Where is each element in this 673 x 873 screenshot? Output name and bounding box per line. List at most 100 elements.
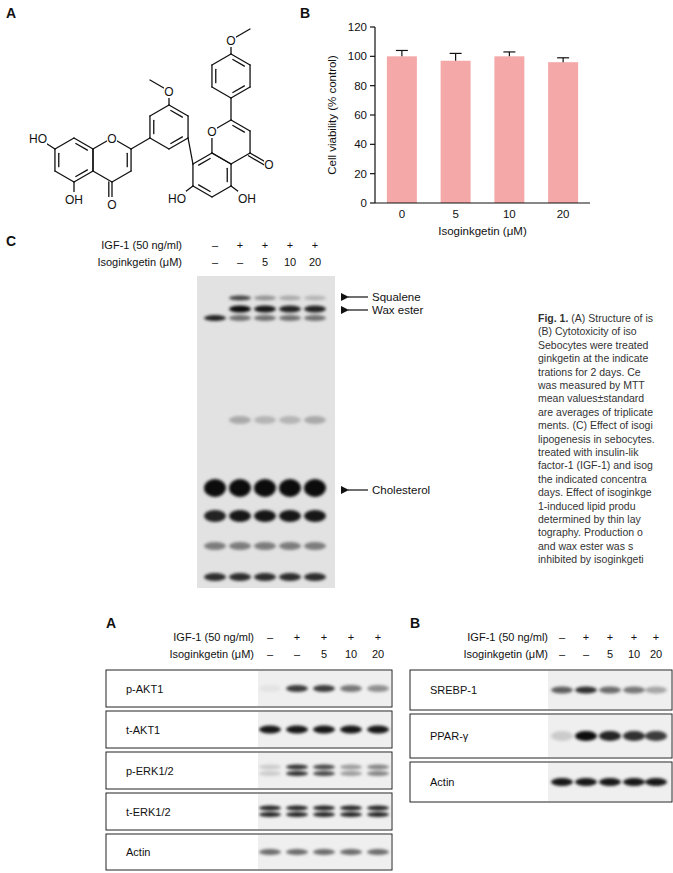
blot-band: [623, 731, 645, 741]
blot-band: [367, 806, 389, 811]
caption-line: are averages of triplicate: [538, 406, 653, 418]
tlc-band: [279, 542, 301, 550]
treatment-value: 20: [372, 648, 384, 660]
bond: [55, 171, 74, 182]
panel-label: A: [6, 5, 16, 21]
blot-bands: [259, 685, 389, 692]
caption-line: ments. (C) Effect of isogi: [538, 419, 653, 431]
treatment-value: +: [287, 239, 293, 251]
x-axis: [375, 202, 590, 203]
double-bond: [199, 185, 211, 192]
tlc-band: [304, 306, 326, 313]
caption-line: was measured by MTT: [537, 379, 645, 391]
bond: [54, 149, 55, 171]
blot-band: [551, 687, 573, 694]
blot-band: [286, 765, 308, 770]
blot-band: [259, 812, 281, 817]
blot-band: [367, 765, 389, 770]
error-bar: [503, 52, 515, 56]
blot-strip: [258, 712, 391, 747]
blot-row-frame: [106, 670, 392, 707]
tlc-band: [279, 510, 301, 522]
atom-background: [226, 33, 236, 47]
blot-band-group: [259, 685, 389, 692]
tlc-band: [229, 296, 251, 301]
double-bond: [127, 153, 128, 166]
blot-row-frame: [106, 752, 392, 789]
caption-line: and wax ester was s: [538, 540, 633, 552]
chemical-structure: [38, 29, 269, 204]
treatment-value: 5: [321, 648, 327, 660]
bond: [230, 98, 231, 120]
tlc-band: [204, 542, 226, 550]
atom-background: [29, 131, 47, 145]
error-bar-cap: [557, 57, 569, 58]
tlc-band: [279, 416, 301, 424]
treatment-value: –: [559, 648, 566, 660]
error-bar-stem: [509, 52, 510, 56]
panel-label: B: [300, 5, 310, 21]
blot-band: [367, 812, 389, 817]
treatment-value: +: [262, 239, 268, 251]
treatment-value: –: [212, 256, 219, 268]
treatment-label: IGF-1 (50 ng/ml): [173, 631, 254, 643]
blot-band: [286, 812, 308, 817]
tlc-band: [204, 573, 226, 581]
blot-row-frame: [410, 714, 672, 758]
caption-line: Fig. 1.(A) Structure of is: [538, 312, 653, 324]
blot-row-label: Actin: [430, 776, 454, 788]
bar: [387, 56, 417, 203]
tlc-band: [229, 306, 251, 313]
bond: [212, 186, 231, 197]
double-bond: [233, 59, 245, 66]
blot-band: [286, 726, 308, 734]
tlc-band: [254, 479, 276, 497]
y-tick: [370, 144, 375, 145]
double-bond: [171, 110, 183, 117]
blot-band: [340, 726, 362, 734]
tlc-band: [254, 315, 276, 321]
blot-band: [340, 771, 362, 776]
atom-label: OH: [65, 193, 83, 207]
atom-background: [168, 191, 186, 205]
blot-band-group: [551, 778, 667, 786]
atom-label: O: [207, 125, 216, 139]
bond: [93, 171, 112, 182]
double-bond: [199, 158, 211, 165]
treatment-value: –: [559, 631, 566, 643]
caption-line: mean values±standard: [538, 392, 644, 404]
bond: [149, 116, 150, 138]
treatment-value: +: [321, 631, 327, 643]
caption-line: trations for 2 days. Ce: [538, 366, 641, 378]
background: [0, 0, 673, 873]
blot-band: [313, 726, 335, 734]
x-tick-label: 10: [503, 208, 516, 220]
atom-background: [107, 131, 117, 145]
x-tick-label: 20: [557, 208, 570, 220]
blot-row-label: p-ERK1/2: [126, 765, 174, 777]
blot-band: [367, 771, 389, 776]
blot-band: [551, 778, 573, 786]
atom-background: [264, 157, 274, 171]
blot-band: [623, 687, 645, 694]
y-tick: [370, 114, 375, 115]
blot-band: [623, 778, 645, 786]
blot-bands: [259, 849, 389, 855]
blot-band: [259, 765, 281, 770]
y-tick: [370, 26, 375, 27]
caption-line: inhibited by isoginkgeti: [538, 553, 644, 565]
tlc-band: [229, 416, 251, 424]
treatment-value: 10: [628, 648, 640, 660]
atom-background: [207, 124, 217, 138]
atom-background: [164, 84, 174, 98]
tlc-band: [279, 573, 301, 581]
blot-band: [599, 687, 621, 694]
x-axis-label: Isoginkgetin (μM): [438, 225, 527, 237]
bond: [249, 131, 250, 153]
treatment-value: +: [312, 239, 318, 251]
arrow: [348, 489, 368, 490]
blot-strip: [548, 763, 671, 801]
tlc-band: [254, 573, 276, 581]
bond: [230, 164, 231, 186]
treatment-label: IGF-1 (50 ng/ml): [101, 239, 182, 251]
